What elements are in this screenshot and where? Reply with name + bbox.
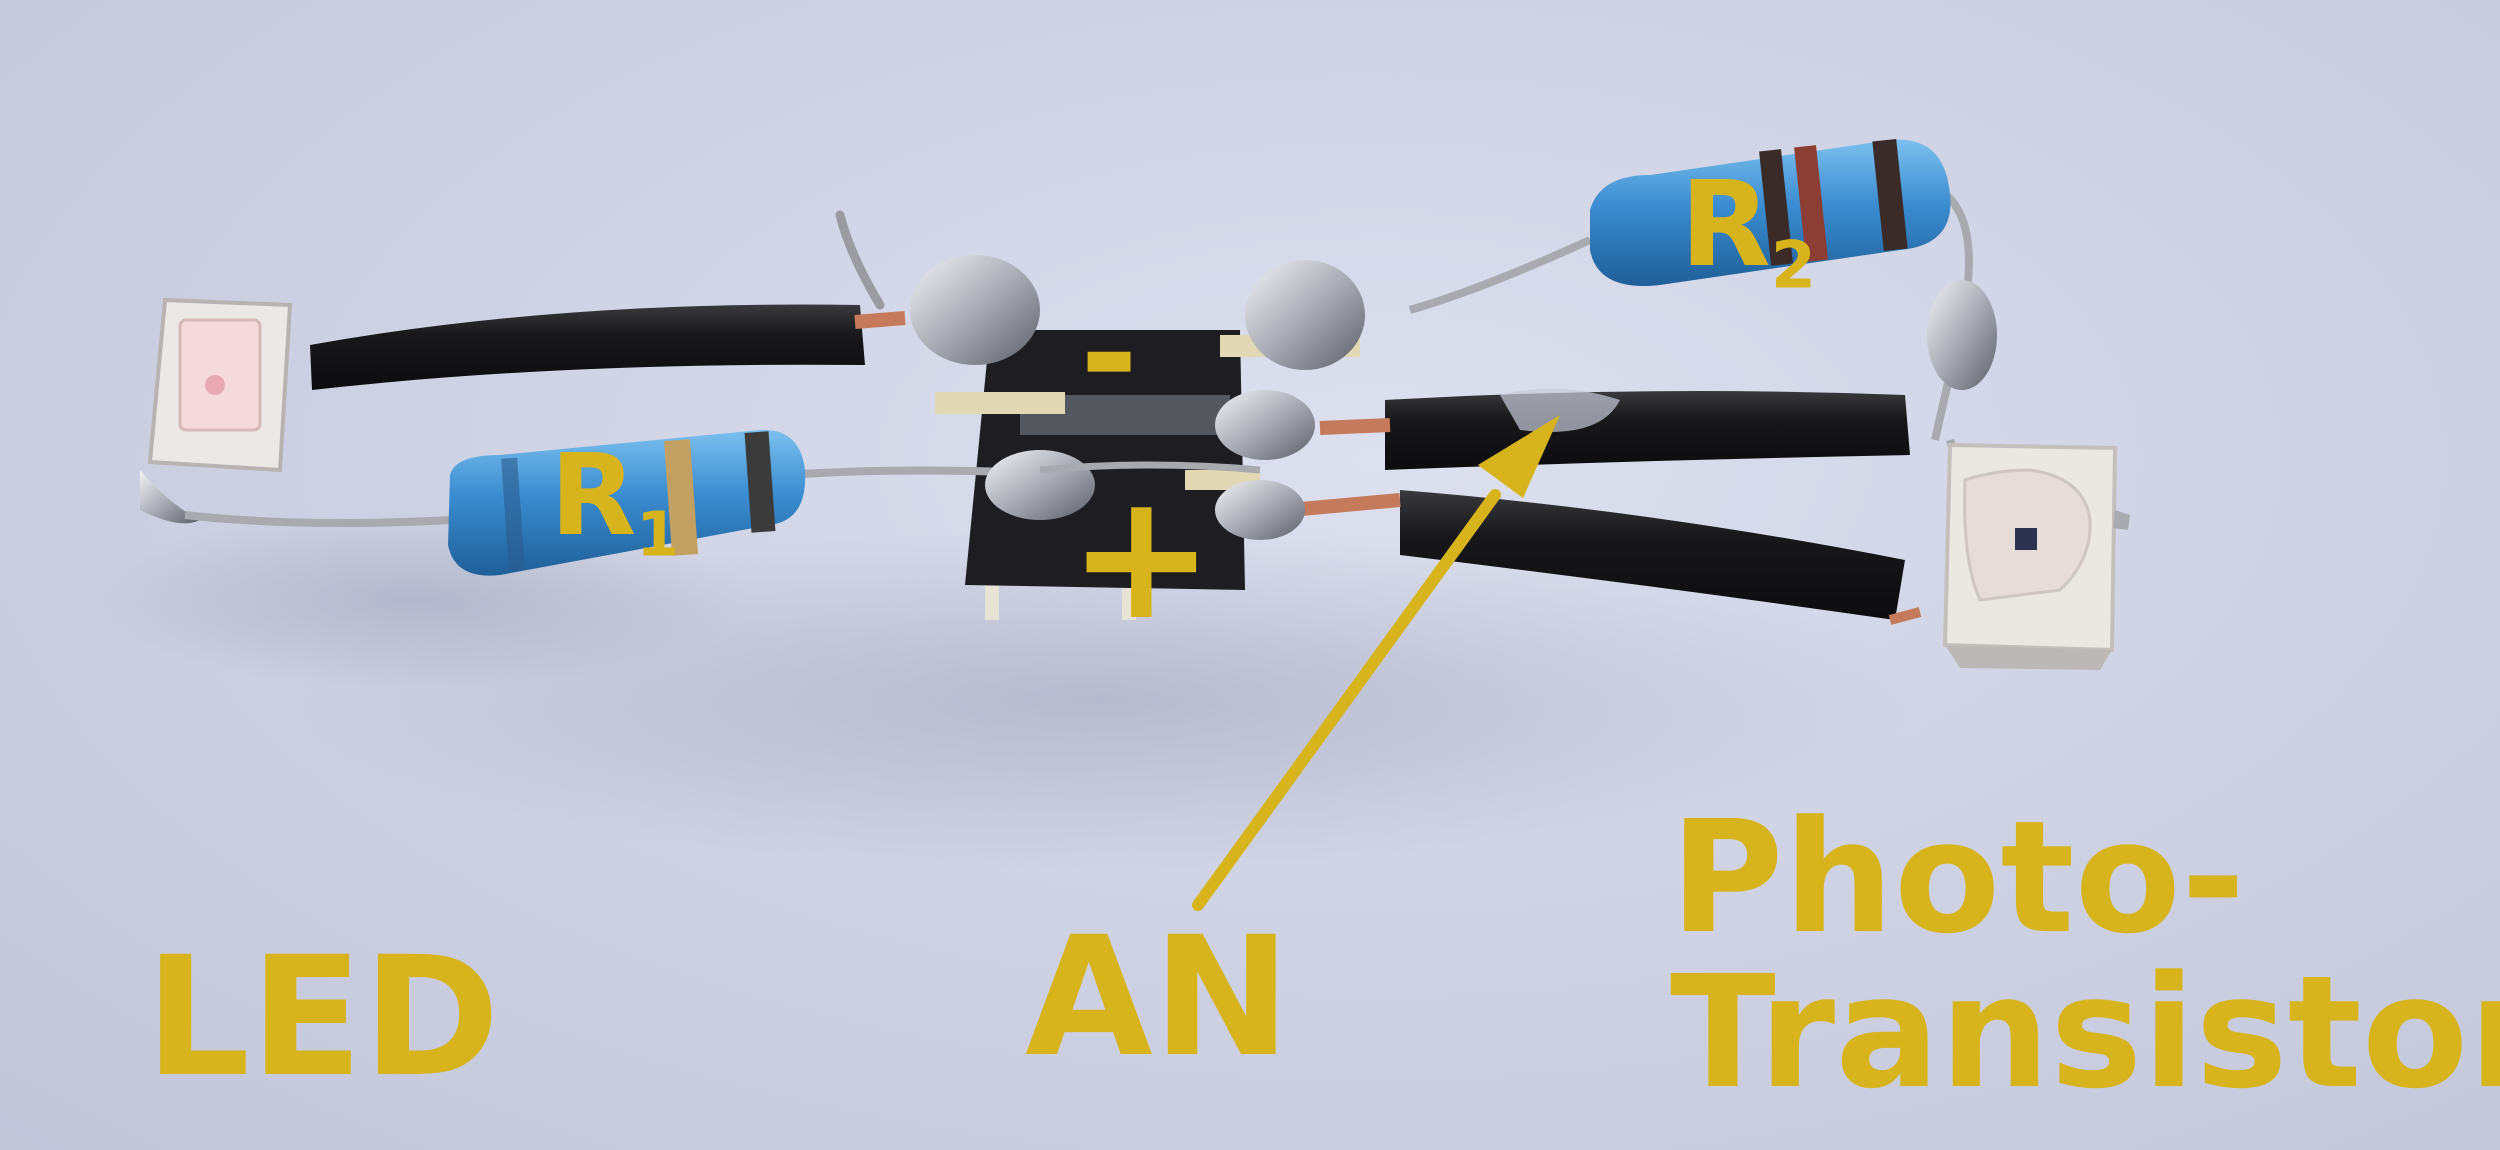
solder-joint (910, 255, 1040, 365)
solder-joint (1215, 480, 1305, 540)
resistor-band (1872, 139, 1908, 251)
cable-an (1385, 391, 1910, 470)
label-phototransistor: Photo- Transistor (1670, 800, 2500, 1110)
led-die (205, 375, 225, 395)
label-minus: - (1080, 273, 1139, 436)
flux-residue (1500, 388, 1620, 432)
solder-joint (1245, 260, 1365, 370)
label-an: AN (1025, 901, 1291, 1093)
resistor-band (744, 431, 776, 533)
copper-wire (1289, 493, 1401, 517)
resistor-r1 (448, 429, 806, 576)
led-solder-pad (140, 470, 200, 524)
label-r2-sub: 2 (1770, 228, 1817, 304)
solder-joint (1927, 280, 1997, 390)
header-pin (935, 392, 1065, 414)
solder-joint (1215, 390, 1315, 460)
label-r2: R2 (1680, 165, 1816, 300)
label-r1-main: R (550, 431, 637, 561)
label-r1-sub: 1 (636, 498, 680, 571)
resistor-lead (184, 511, 451, 528)
wire (1039, 461, 1261, 474)
resistor-band (1759, 149, 1794, 266)
label-phototransistor-line2: Transistor (1670, 942, 2500, 1123)
label-plus: + (1068, 456, 1215, 659)
copper-wire (1888, 607, 1922, 625)
resistor-lead (1408, 236, 1592, 314)
phototransistor-die (2015, 528, 2037, 550)
copper-wire (1319, 418, 1391, 435)
label-phototransistor-line1: Photo- (1670, 787, 2246, 968)
cable-led (310, 304, 865, 390)
resistor-lead (789, 466, 1011, 479)
led-lens (178, 318, 262, 432)
label-r2-main: R (1680, 155, 1771, 293)
header-pin (985, 575, 999, 620)
resistor-band (501, 457, 525, 571)
phototransistor-side (1945, 645, 2112, 670)
resistor-band (664, 439, 699, 556)
header-pin (835, 210, 885, 310)
an-arrow (1192, 489, 1501, 911)
label-r1: R1 (550, 440, 679, 566)
an-arrow-head (1478, 415, 1560, 498)
cable-phototransistor (1400, 490, 1905, 620)
phototransistor-tab (2113, 510, 2130, 530)
resistor-band (1794, 145, 1829, 262)
copper-wire (854, 311, 906, 329)
label-led: LED (145, 921, 500, 1113)
